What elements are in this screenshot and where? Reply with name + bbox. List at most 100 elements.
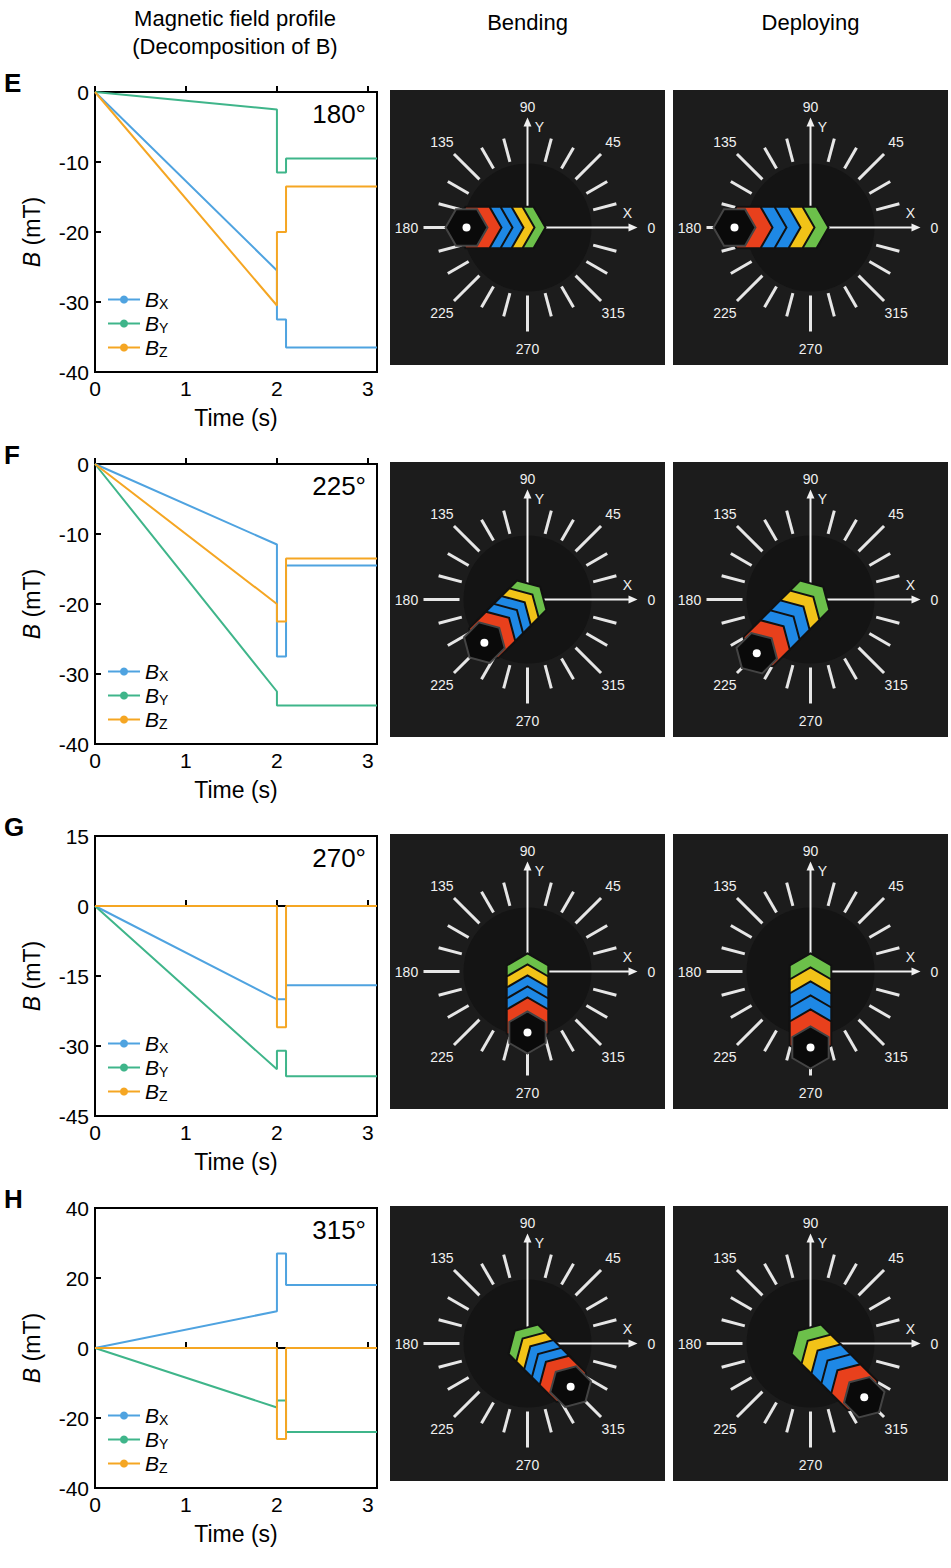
svg-text:-20: -20 [59,1407,89,1430]
svg-text:Z: Z [159,1088,168,1104]
svg-text:315: 315 [601,1049,625,1065]
svg-text:180: 180 [395,964,419,980]
svg-text:0: 0 [931,592,939,608]
svg-text:X: X [623,1321,633,1337]
svg-text:0: 0 [648,1336,656,1352]
svg-text:-15: -15 [59,965,89,988]
svg-text:X: X [159,296,169,312]
svg-text:270: 270 [799,1085,823,1101]
svg-text:2: 2 [271,749,283,772]
svg-text:270: 270 [799,341,823,357]
svg-text:Y: Y [535,863,545,879]
svg-text:180: 180 [678,964,702,980]
svg-text:0: 0 [77,453,89,476]
svg-text:135: 135 [713,1250,737,1266]
svg-text:180: 180 [395,220,419,236]
svg-text:45: 45 [888,506,904,522]
svg-text:0: 0 [89,1493,101,1516]
svg-text:40: 40 [66,1197,89,1220]
svg-text:X: X [623,205,633,221]
svg-text:B: B [145,1032,159,1055]
svg-text:45: 45 [888,1250,904,1266]
svg-text:-40: -40 [59,361,89,384]
svg-text:315: 315 [884,1049,908,1065]
svg-text:Y: Y [159,692,169,708]
svg-text:X: X [906,577,916,593]
svg-text:1: 1 [180,1121,192,1144]
svg-text:Y: Y [818,863,828,879]
svg-text:-20: -20 [59,593,89,616]
svg-text:1: 1 [180,1493,192,1516]
svg-text:B: B [145,1452,159,1475]
svg-text:270: 270 [516,1457,540,1473]
svg-text:180: 180 [678,1336,702,1352]
svg-text:Z: Z [159,716,168,732]
svg-text:(mT): (mT) [19,569,45,624]
svg-text:90: 90 [803,1215,819,1231]
svg-text:B: B [145,1404,159,1427]
svg-text:90: 90 [520,843,536,859]
svg-text:225: 225 [430,1421,454,1437]
svg-text:X: X [623,949,633,965]
svg-text:135: 135 [430,1250,454,1266]
svg-text:Y: Y [818,491,828,507]
svg-text:225°: 225° [312,471,366,501]
svg-text:315: 315 [884,677,908,693]
svg-text:315: 315 [601,305,625,321]
svg-text:X: X [159,1040,169,1056]
svg-text:180: 180 [395,592,419,608]
svg-text:Time (s): Time (s) [194,405,277,431]
svg-text:Time (s): Time (s) [194,1149,277,1175]
svg-text:-30: -30 [59,1035,89,1058]
svg-text:(mT): (mT) [19,1313,45,1368]
svg-text:270: 270 [799,713,823,729]
svg-text:2: 2 [271,1121,283,1144]
svg-text:-40: -40 [59,1477,89,1500]
svg-text:0: 0 [89,377,101,400]
svg-text:(mT): (mT) [19,197,45,252]
svg-text:270: 270 [799,1457,823,1473]
svg-text:B: B [145,1428,159,1451]
svg-text:Time (s): Time (s) [194,777,277,803]
svg-text:90: 90 [803,99,819,115]
svg-text:B: B [145,660,159,683]
svg-text:0: 0 [931,964,939,980]
svg-text:135: 135 [430,506,454,522]
svg-text:135: 135 [713,506,737,522]
svg-text:45: 45 [888,878,904,894]
svg-text:45: 45 [605,506,621,522]
svg-text:270: 270 [516,713,540,729]
svg-text:225: 225 [430,305,454,321]
svg-text:135: 135 [713,134,737,150]
svg-text:0: 0 [77,895,89,918]
svg-text:0: 0 [89,1121,101,1144]
svg-text:135: 135 [430,134,454,150]
svg-text:Z: Z [159,1460,168,1476]
svg-text:180: 180 [678,592,702,608]
svg-text:180: 180 [395,1336,419,1352]
svg-text:Y: Y [159,1436,169,1452]
svg-text:B: B [19,252,45,267]
svg-text:B: B [19,996,45,1011]
svg-text:B: B [145,1080,159,1103]
svg-text:45: 45 [605,1250,621,1266]
svg-text:-30: -30 [59,663,89,686]
svg-text:0: 0 [89,749,101,772]
svg-text:45: 45 [888,134,904,150]
svg-text:315: 315 [601,1421,625,1437]
svg-text:15: 15 [66,825,89,848]
svg-text:2: 2 [271,377,283,400]
svg-text:B: B [145,1056,159,1079]
svg-text:3: 3 [362,749,374,772]
svg-text:X: X [906,949,916,965]
svg-text:270°: 270° [312,843,366,873]
svg-text:-30: -30 [59,291,89,314]
svg-text:B: B [145,336,159,359]
svg-text:225: 225 [713,1049,737,1065]
svg-text:20: 20 [66,1267,89,1290]
svg-text:315°: 315° [312,1215,366,1245]
svg-text:Y: Y [535,491,545,507]
svg-text:Y: Y [159,320,169,336]
svg-text:Time (s): Time (s) [194,1521,277,1547]
svg-text:B: B [145,684,159,707]
